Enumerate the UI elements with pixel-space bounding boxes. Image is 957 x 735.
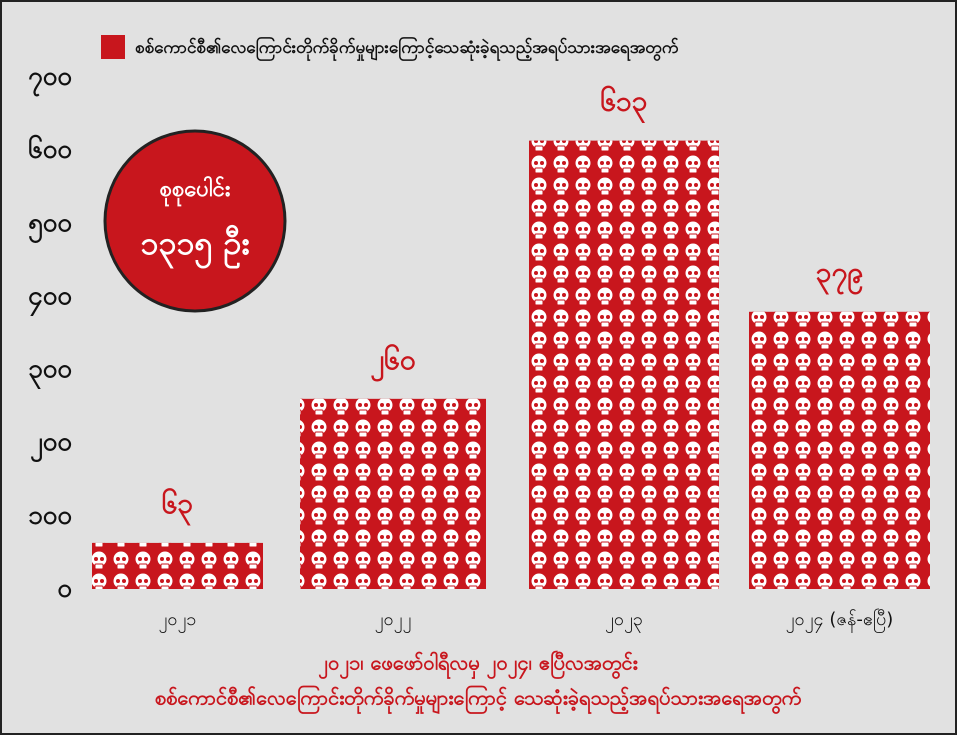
x-tick-label: ၂၀၂၁ <box>159 609 197 633</box>
legend-label: စစ်ကောင်စီ၏လေကြောင်းတိုက်ခိုက်မှုများကြေ… <box>135 35 679 62</box>
bar <box>529 141 719 589</box>
chart: စစ်ကောင်စီ၏လေကြောင်းတိုက်ခိုက်မှုများကြေ… <box>0 0 957 735</box>
bar <box>92 543 263 589</box>
total-circle <box>105 131 285 311</box>
y-tick-label: ၁၀၀ <box>28 500 72 530</box>
y-tick-label: ၀ <box>57 574 72 604</box>
bar <box>749 312 930 589</box>
x-tick-label: ၂၀၂၃ <box>605 609 643 633</box>
y-tick-label: ၆၀၀ <box>28 133 72 165</box>
x-tick-label: ၂၀၂၄ (ဇန်-ဧပြီ) <box>786 609 894 633</box>
x-tick-label: ၂၀၂၂ <box>375 609 412 633</box>
legend-swatch <box>101 35 125 59</box>
bar <box>300 399 486 589</box>
